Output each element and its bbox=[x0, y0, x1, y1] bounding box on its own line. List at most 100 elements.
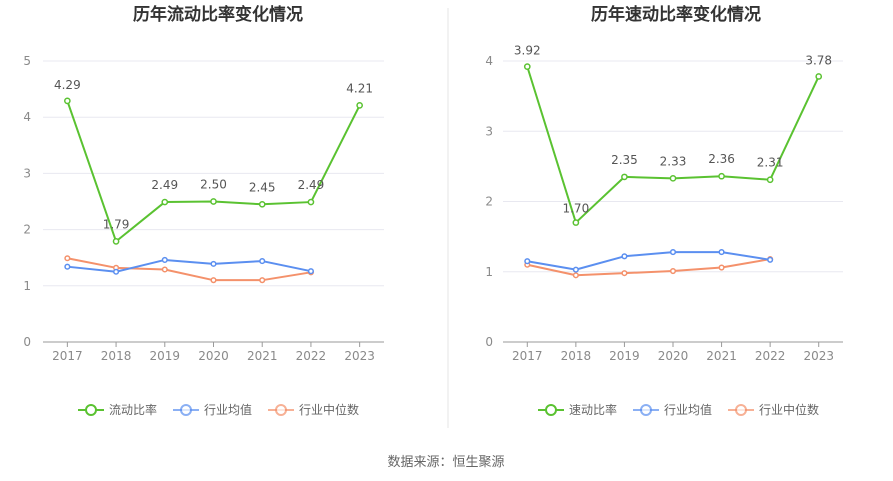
data-label: 2.49 bbox=[298, 178, 325, 192]
data-point-avg bbox=[259, 258, 266, 265]
data-point-avg bbox=[161, 256, 168, 263]
data-label: 2.49 bbox=[151, 178, 178, 192]
legend-marker bbox=[640, 404, 652, 416]
legend-item-median: 行业中位数 bbox=[728, 402, 819, 417]
data-point-avg bbox=[524, 258, 531, 265]
y-tick-label: 1 bbox=[485, 265, 493, 279]
y-tick-label: 3 bbox=[485, 124, 493, 138]
x-tick-label: 2020 bbox=[658, 349, 689, 363]
data-point-main bbox=[64, 97, 71, 105]
y-tick-label: 4 bbox=[485, 54, 493, 68]
legend-marker bbox=[735, 404, 747, 416]
series-line-avg bbox=[527, 251, 771, 271]
series-line-avg bbox=[67, 258, 312, 273]
legend-label: 行业中位数 bbox=[299, 402, 359, 417]
data-point-main bbox=[258, 200, 266, 208]
y-tick-label: 0 bbox=[23, 335, 31, 349]
data-point-avg bbox=[64, 263, 71, 270]
data-point-avg bbox=[767, 256, 774, 263]
legend-marker bbox=[275, 404, 287, 416]
data-label: 2.31 bbox=[757, 156, 784, 170]
series-line-main bbox=[526, 66, 820, 224]
chart-title: 历年速动比率变化情况 bbox=[591, 4, 761, 25]
x-tick-label: 2018 bbox=[561, 349, 592, 363]
data-label: 3.78 bbox=[805, 53, 832, 67]
legend-label: 行业均值 bbox=[204, 402, 252, 417]
data-label: 2.45 bbox=[249, 180, 276, 194]
legend-item-avg: 行业均值 bbox=[633, 402, 712, 417]
data-point-median bbox=[718, 264, 725, 271]
data-point-median bbox=[621, 270, 628, 277]
y-tick-label: 2 bbox=[485, 195, 493, 209]
data-point-avg bbox=[113, 268, 120, 275]
legend-marker bbox=[180, 404, 192, 416]
data-point-median bbox=[64, 255, 71, 262]
legend-item-main: 流动比率 bbox=[78, 402, 157, 417]
legend-item-avg: 行业均值 bbox=[173, 402, 252, 417]
y-tick-label: 1 bbox=[23, 279, 31, 293]
data-label: 4.29 bbox=[54, 78, 81, 92]
data-point-main bbox=[523, 63, 531, 70]
data-point-avg bbox=[718, 249, 725, 256]
legend-label: 流动比率 bbox=[109, 402, 157, 417]
data-point-avg bbox=[572, 266, 579, 273]
legend-marker bbox=[545, 404, 557, 416]
x-tick-label: 2019 bbox=[150, 349, 181, 363]
y-tick-label: 0 bbox=[485, 335, 493, 349]
data-point-avg bbox=[669, 249, 677, 256]
data-point-main bbox=[766, 176, 774, 184]
source-text: 数据来源：恒生聚源 bbox=[387, 455, 504, 470]
x-tick-label: 2023 bbox=[344, 349, 375, 363]
y-tick-label: 4 bbox=[23, 110, 31, 124]
data-point-main bbox=[112, 238, 120, 245]
data-point-main bbox=[572, 219, 580, 226]
series-line-median bbox=[67, 257, 312, 282]
data-point-main bbox=[815, 73, 823, 80]
data-point-main bbox=[718, 172, 725, 180]
chart-title: 历年流动比率变化情况 bbox=[133, 4, 303, 25]
data-label: 2.36 bbox=[708, 152, 735, 166]
data-point-avg bbox=[307, 268, 314, 275]
legend-item-main: 速动比率 bbox=[538, 402, 617, 417]
x-tick-label: 2019 bbox=[609, 349, 640, 363]
legend-item-median: 行业中位数 bbox=[268, 402, 359, 417]
x-tick-label: 2022 bbox=[755, 349, 786, 363]
data-label: 4.21 bbox=[346, 81, 373, 95]
data-point-median bbox=[259, 277, 266, 284]
x-tick-label: 2023 bbox=[803, 349, 834, 363]
data-label: 1.70 bbox=[562, 202, 589, 216]
data-point-main bbox=[669, 174, 677, 182]
y-tick-label: 5 bbox=[23, 54, 31, 68]
data-point-median bbox=[572, 272, 579, 279]
data-point-main bbox=[307, 198, 315, 206]
legend-label: 速动比率 bbox=[569, 402, 617, 417]
chart-panel-1: 历年流动比率变化情况 0 1 2 3 4 5 2017 2018 2019 2020 2021 2022… bbox=[23, 4, 384, 417]
legend-label: 行业中位数 bbox=[759, 402, 819, 417]
data-label: 2.35 bbox=[611, 153, 638, 167]
y-tick-label: 3 bbox=[23, 166, 31, 180]
data-label: 1.79 bbox=[103, 217, 130, 231]
data-label: 3.92 bbox=[514, 44, 541, 58]
x-tick-label: 2020 bbox=[198, 349, 229, 363]
series-line-median bbox=[527, 258, 771, 277]
data-point-main bbox=[161, 198, 169, 206]
data-point-median bbox=[669, 267, 677, 275]
data-point-median bbox=[210, 277, 217, 284]
x-tick-label: 2017 bbox=[52, 349, 83, 363]
data-point-avg bbox=[210, 260, 217, 267]
data-point-main bbox=[621, 173, 628, 181]
x-tick-label: 2022 bbox=[296, 349, 327, 363]
legend-marker bbox=[85, 404, 97, 416]
legend-label: 行业均值 bbox=[664, 402, 712, 417]
y-tick-label: 2 bbox=[23, 223, 31, 237]
x-tick-label: 2021 bbox=[706, 349, 737, 363]
x-tick-label: 2017 bbox=[512, 349, 543, 363]
data-point-avg bbox=[621, 253, 628, 260]
chart-panel-2: 历年速动比率变化情况 0 1 2 3 4 2017 2018 2019 2020 2021 2022 2… bbox=[485, 4, 843, 417]
data-label: 2.33 bbox=[660, 154, 687, 168]
data-point-main bbox=[210, 198, 217, 205]
data-point-median bbox=[161, 266, 168, 273]
x-tick-label: 2018 bbox=[101, 349, 132, 363]
